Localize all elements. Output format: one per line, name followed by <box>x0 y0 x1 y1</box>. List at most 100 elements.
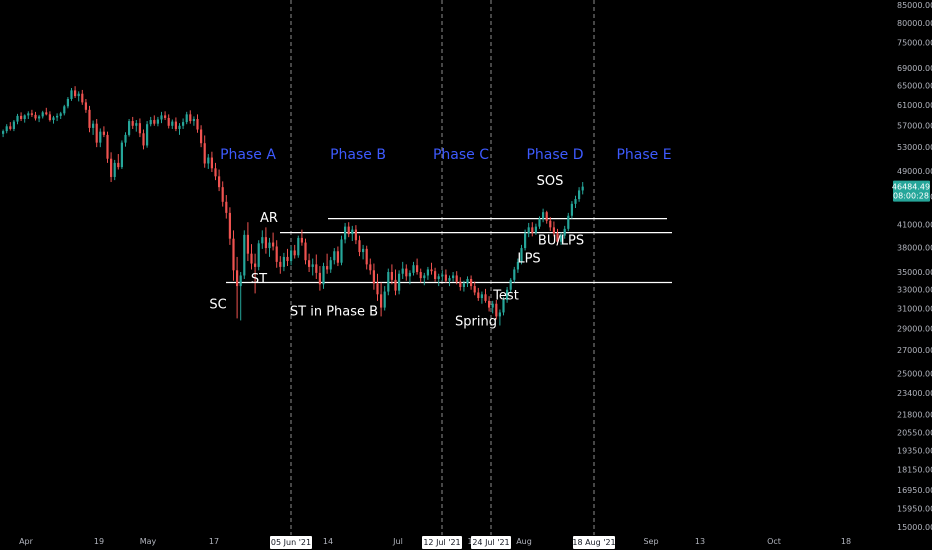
candle-body <box>135 123 138 126</box>
candle-body <box>160 115 163 120</box>
candle-body <box>128 121 131 135</box>
candle-body <box>351 229 354 235</box>
candle-body <box>567 215 570 229</box>
candle-body <box>167 117 170 126</box>
candle-body <box>430 269 433 272</box>
price-tick-label: 16950.00 <box>897 486 932 495</box>
candle-body <box>275 246 278 262</box>
candle-body <box>358 240 361 253</box>
candle-body <box>16 115 19 122</box>
event-label: ST in Phase B <box>290 304 378 319</box>
candle-body <box>534 226 537 233</box>
candle-body <box>113 162 116 177</box>
price-tick-label: 61000.00 <box>897 101 932 110</box>
candle-body <box>254 263 257 267</box>
price-tick-label: 75000.00 <box>897 39 932 48</box>
phase-labels: Phase A Phase B Phase C Phase D Phase E <box>220 147 671 163</box>
candle-body <box>178 125 181 129</box>
candle-body <box>5 126 8 132</box>
time-tick-label: 17 <box>209 537 219 546</box>
candle-body <box>189 114 192 122</box>
price-tick-label: 31000.00 <box>897 305 932 314</box>
candle-body <box>437 276 440 279</box>
candle-body <box>383 291 386 308</box>
time-tick-label: 18 <box>841 537 851 546</box>
candle-body <box>52 117 55 121</box>
current-price-value: 46484.49 <box>892 183 930 192</box>
candle-body <box>516 261 519 270</box>
candle-body <box>59 113 62 116</box>
candle-body <box>300 237 303 243</box>
candle-body <box>221 187 224 202</box>
candle-body <box>322 266 325 285</box>
candle-body <box>416 265 419 273</box>
candle-body <box>556 233 559 242</box>
candle-body <box>434 271 437 279</box>
candle-body <box>70 90 73 99</box>
candle-body <box>45 112 48 115</box>
candle-body <box>286 256 289 262</box>
candle-body <box>192 118 195 122</box>
candle-body <box>268 242 271 249</box>
event-label: AR <box>260 211 278 226</box>
phase-label: Phase A <box>220 147 276 163</box>
candle-body <box>74 90 77 97</box>
candle-body <box>329 260 332 270</box>
candle-body <box>426 269 429 276</box>
candle-body <box>452 275 455 279</box>
date-marker-badge <box>471 536 511 549</box>
candle-body <box>63 106 66 114</box>
phase-label: Phase D <box>526 147 583 163</box>
candle-body <box>462 283 465 288</box>
candle-body <box>531 227 534 233</box>
candle-body <box>448 278 451 281</box>
candle-body <box>110 158 113 177</box>
candle-body <box>390 272 393 280</box>
candle-body <box>444 274 447 281</box>
candle-body <box>12 121 15 129</box>
candle-body <box>279 261 282 267</box>
price-tick-label: 18150.00 <box>897 466 932 475</box>
time-tick-label: 19 <box>94 537 104 546</box>
price-tick-label: 20550.00 <box>897 428 932 437</box>
candle-body <box>520 248 523 262</box>
time-tick-label: Jul <box>392 537 403 546</box>
price-tick-label: 19350.00 <box>897 446 932 455</box>
candle-body <box>232 238 235 271</box>
candle-body <box>164 115 167 118</box>
candle-body <box>20 115 23 119</box>
date-marker-badge <box>270 536 312 549</box>
candle-body <box>491 303 494 308</box>
candle-body <box>261 237 264 244</box>
price-tick-label: 25000.00 <box>897 369 932 378</box>
time-axis[interactable]: Apr 19 May 17 14 Jul Aug Sep 13 Oct 18 1 05 Jun '21 1… <box>19 536 851 549</box>
candle-body <box>524 233 527 249</box>
event-labels: SC AR ST ST in Phase B Spring Test LPS BU/LPS SO… <box>209 174 584 329</box>
candle-body <box>210 157 213 169</box>
candle-body <box>200 129 203 144</box>
candle-body <box>362 248 365 253</box>
candle-body <box>408 272 411 277</box>
candle-body <box>196 118 199 130</box>
event-label: SC <box>209 298 226 313</box>
candle-body <box>527 227 530 234</box>
price-tick-label: 53000.00 <box>897 143 932 152</box>
date-marker-label: 05 Jun '21 <box>271 538 311 547</box>
event-label: BU/LPS <box>538 233 584 248</box>
candle-body <box>250 253 253 264</box>
candle-body <box>552 227 555 234</box>
phase-label: Phase B <box>330 147 386 163</box>
candle-body <box>23 115 26 119</box>
candle-body <box>38 116 41 119</box>
price-axis[interactable]: 85000.00 80000.00 75000.00 69000.00 65000.00… <box>897 1 932 532</box>
candle-body <box>340 239 343 263</box>
price-tick-label: 69000.00 <box>897 64 932 73</box>
candle-body <box>149 120 152 125</box>
candle-body <box>509 279 512 290</box>
candle-body <box>470 278 473 287</box>
candle-body <box>513 269 516 280</box>
candle-body <box>9 126 12 129</box>
candle-body <box>347 226 350 235</box>
